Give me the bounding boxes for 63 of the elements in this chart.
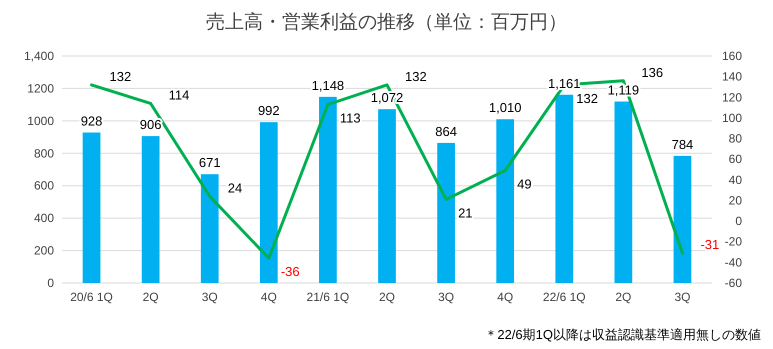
- data-label: 1,148: [312, 78, 344, 93]
- data-label: 928: [80, 114, 102, 129]
- bar: [200, 174, 219, 283]
- y-tick-label: 0: [47, 276, 54, 290]
- y-tick-label: 200: [34, 244, 54, 258]
- y-tick-label: 1,400: [24, 49, 54, 63]
- y2-tick-label: 100: [722, 110, 742, 125]
- y2-tick-label: -20: [724, 234, 742, 249]
- y2-tick-label: 140: [722, 70, 742, 84]
- y2-tick-label: 20: [728, 193, 742, 208]
- y2-tick-label: 80: [728, 132, 742, 146]
- bar: [496, 119, 514, 283]
- y-tick-label: 600: [34, 178, 54, 193]
- bar: [674, 156, 692, 283]
- y2-tick-label: 40: [728, 172, 742, 187]
- text: ＊22/6期1Q以降は収益認識基準適用無しの数値: [484, 327, 761, 342]
- y-tick-label: 800: [34, 146, 54, 160]
- bar: [142, 136, 160, 283]
- data-label: 906: [140, 117, 162, 132]
- data-label: -36: [280, 264, 300, 280]
- data-label: 21: [458, 205, 473, 220]
- y2-tick-label: 0: [735, 214, 742, 228]
- data-label: -31: [700, 237, 720, 252]
- x-tick-label: 21/6 1Q: [306, 290, 350, 304]
- data-label: 784: [672, 136, 694, 152]
- x-tick-label: 2Q: [378, 290, 396, 304]
- data-label: 132: [110, 68, 132, 84]
- y2-tick-label: 120: [722, 90, 742, 104]
- y2-tick-label: -60: [724, 276, 742, 290]
- bar: [378, 109, 396, 283]
- data-label: 24: [228, 180, 242, 196]
- x-tick-label: 4Q: [260, 290, 277, 304]
- data-label: 114: [168, 87, 190, 102]
- y-tick-label: 1000: [27, 114, 54, 128]
- bar: [260, 122, 278, 283]
- data-label: 49: [517, 176, 532, 192]
- x-tick-label: 3Q: [438, 290, 454, 304]
- data-label: 864: [435, 124, 457, 139]
- bar: [614, 102, 632, 283]
- x-tick-label: 2Q: [615, 290, 632, 304]
- data-label: 113: [340, 110, 361, 126]
- x-tick-label: 2Q: [142, 290, 159, 304]
- data-label: 136: [641, 64, 664, 80]
- data-label: 671: [198, 155, 221, 170]
- bar: [555, 94, 574, 283]
- x-tick-label: 20/6 1Q: [70, 290, 113, 304]
- bar: [319, 96, 337, 283]
- data-label: 132: [405, 68, 427, 84]
- bar: [437, 142, 455, 283]
- x-tick-label: 4Q: [497, 290, 514, 304]
- y2-tick-label: 160: [722, 49, 742, 63]
- y2-tick-label: -40: [724, 255, 742, 270]
- data-label: 992: [258, 103, 280, 118]
- x-tick-label: 22/6 1Q: [542, 290, 586, 304]
- y-tick-label: 1200: [27, 81, 54, 96]
- data-label: 1,010: [488, 100, 522, 116]
- y2-tick-label: 60: [728, 152, 742, 166]
- data-label: 132: [576, 90, 598, 106]
- x-tick-label: 3Q: [674, 290, 690, 304]
- y-tick-label: 400: [34, 211, 54, 226]
- x-tick-label: 3Q: [202, 290, 218, 304]
- bar: [82, 132, 100, 283]
- chart-title: 売上高・営業利益の推移（単位：百万円）: [206, 11, 567, 33]
